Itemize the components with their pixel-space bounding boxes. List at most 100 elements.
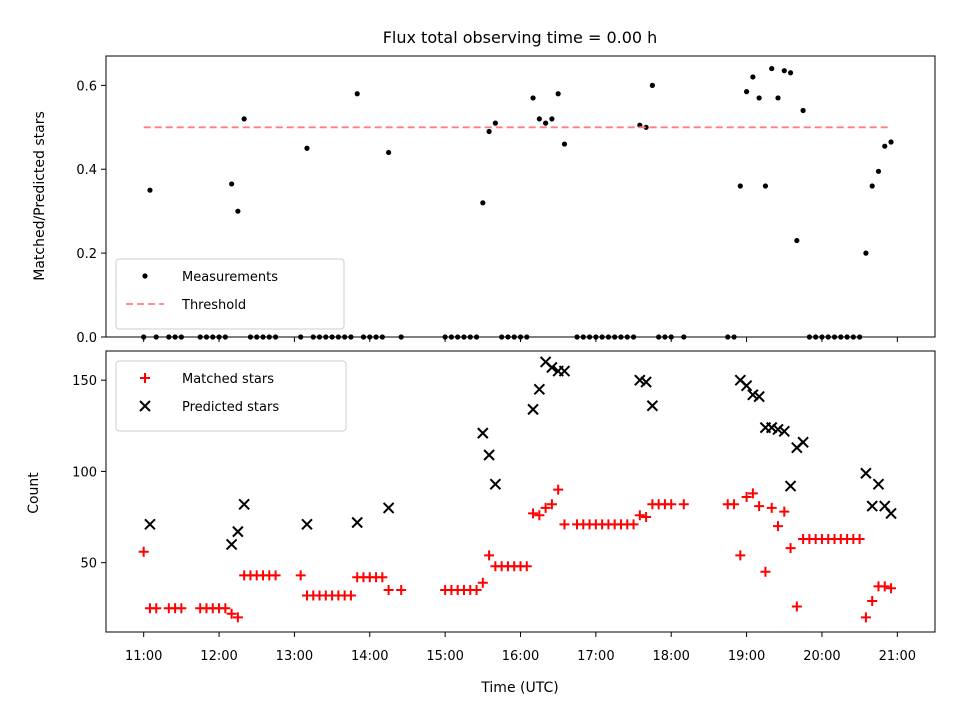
data-point bbox=[741, 491, 752, 502]
series-measurements bbox=[141, 65, 894, 340]
bottom-y-axis-label: Count bbox=[26, 472, 42, 514]
data-point bbox=[628, 519, 639, 530]
data-point bbox=[737, 183, 743, 189]
data-point bbox=[477, 577, 488, 588]
y-tick-label: 0.4 bbox=[76, 163, 97, 178]
legend-label: Threshold bbox=[181, 298, 246, 313]
data-point bbox=[879, 581, 890, 592]
data-point bbox=[546, 361, 558, 374]
top-y-axis-label: Matched/Predicted stars bbox=[32, 111, 48, 281]
data-point bbox=[766, 502, 777, 513]
data-point bbox=[483, 449, 495, 461]
data-point bbox=[383, 585, 394, 596]
x-tick-label: 16:00 bbox=[502, 649, 539, 664]
data-point bbox=[634, 374, 646, 386]
data-point bbox=[766, 421, 778, 434]
data-point bbox=[750, 74, 756, 80]
data-point bbox=[740, 379, 753, 392]
axes-frame bbox=[105, 55, 936, 338]
data-point bbox=[521, 561, 532, 572]
data-point bbox=[536, 116, 542, 122]
x-tick-label: 15:00 bbox=[426, 649, 463, 664]
data-point bbox=[176, 603, 187, 614]
data-point bbox=[666, 499, 677, 510]
axes-frame bbox=[105, 350, 936, 633]
y-tick-label: 100 bbox=[72, 465, 97, 480]
data-point bbox=[382, 502, 395, 514]
data-point bbox=[147, 187, 153, 193]
data-point bbox=[872, 478, 885, 490]
data-point bbox=[769, 65, 775, 72]
y-tick-label: 150 bbox=[72, 374, 97, 389]
data-point bbox=[528, 508, 539, 519]
data-point bbox=[543, 120, 549, 126]
data-point bbox=[863, 250, 869, 256]
data-point bbox=[241, 116, 247, 122]
data-point bbox=[492, 120, 498, 126]
data-point bbox=[477, 427, 489, 439]
y-tick-label: 0.0 bbox=[76, 331, 97, 346]
data-point bbox=[678, 499, 689, 510]
data-point bbox=[377, 572, 388, 583]
data-point bbox=[791, 601, 802, 612]
data-point bbox=[778, 425, 790, 437]
data-point bbox=[351, 516, 363, 529]
legend-swatch bbox=[140, 373, 150, 383]
data-point bbox=[854, 533, 865, 544]
data-point bbox=[270, 570, 281, 581]
top-panel: 0.0 0.2 0.4 0.6 Measurements Threshold bbox=[76, 55, 936, 346]
data-point bbox=[480, 200, 486, 206]
data-point bbox=[762, 183, 769, 189]
data-point bbox=[885, 507, 897, 520]
data-point bbox=[760, 566, 771, 577]
y-tick-label: 0.6 bbox=[76, 79, 97, 94]
data-point bbox=[540, 502, 551, 513]
legend-box bbox=[115, 258, 345, 330]
data-point bbox=[875, 168, 882, 174]
legend-box bbox=[115, 360, 347, 432]
data-point bbox=[643, 124, 649, 130]
data-point bbox=[232, 525, 244, 538]
chart-title: Flux total observing time = 0.00 h bbox=[383, 28, 658, 47]
x-tick-label: 17:00 bbox=[577, 649, 614, 664]
x-tick-label: 19:00 bbox=[728, 649, 765, 664]
data-point bbox=[754, 501, 765, 512]
data-point bbox=[546, 499, 557, 510]
data-point bbox=[785, 543, 796, 554]
data-point bbox=[784, 480, 797, 492]
data-point bbox=[558, 365, 571, 377]
data-point bbox=[486, 128, 492, 135]
data-point bbox=[555, 91, 561, 97]
data-point bbox=[561, 141, 568, 147]
data-point bbox=[301, 518, 313, 531]
y-tick-label: 50 bbox=[80, 557, 97, 572]
data-point bbox=[775, 95, 781, 101]
data-point bbox=[527, 403, 539, 416]
data-point bbox=[869, 183, 875, 189]
series-matched-stars bbox=[138, 484, 897, 623]
y-tick-label: 0.2 bbox=[76, 247, 97, 262]
data-point bbox=[753, 390, 765, 403]
data-point bbox=[867, 595, 878, 606]
data-point bbox=[634, 510, 645, 521]
data-point bbox=[779, 506, 790, 517]
x-tick-label: 20:00 bbox=[803, 649, 840, 664]
legend-label: Matched stars bbox=[182, 372, 274, 387]
series-predicted-stars bbox=[144, 356, 897, 551]
x-tick-label: 11:00 bbox=[125, 649, 162, 664]
data-point bbox=[646, 400, 659, 412]
data-point bbox=[640, 376, 652, 388]
legend-label: Predicted stars bbox=[182, 400, 279, 415]
data-point bbox=[649, 82, 655, 88]
data-point bbox=[232, 612, 243, 623]
data-point bbox=[354, 91, 360, 97]
data-point bbox=[886, 583, 897, 594]
x-tick-label: 21:00 bbox=[879, 649, 916, 664]
data-point bbox=[471, 585, 482, 596]
data-point bbox=[797, 436, 809, 448]
data-point bbox=[396, 585, 407, 596]
data-point bbox=[772, 423, 784, 436]
data-point bbox=[860, 612, 871, 623]
data-point bbox=[747, 488, 758, 499]
